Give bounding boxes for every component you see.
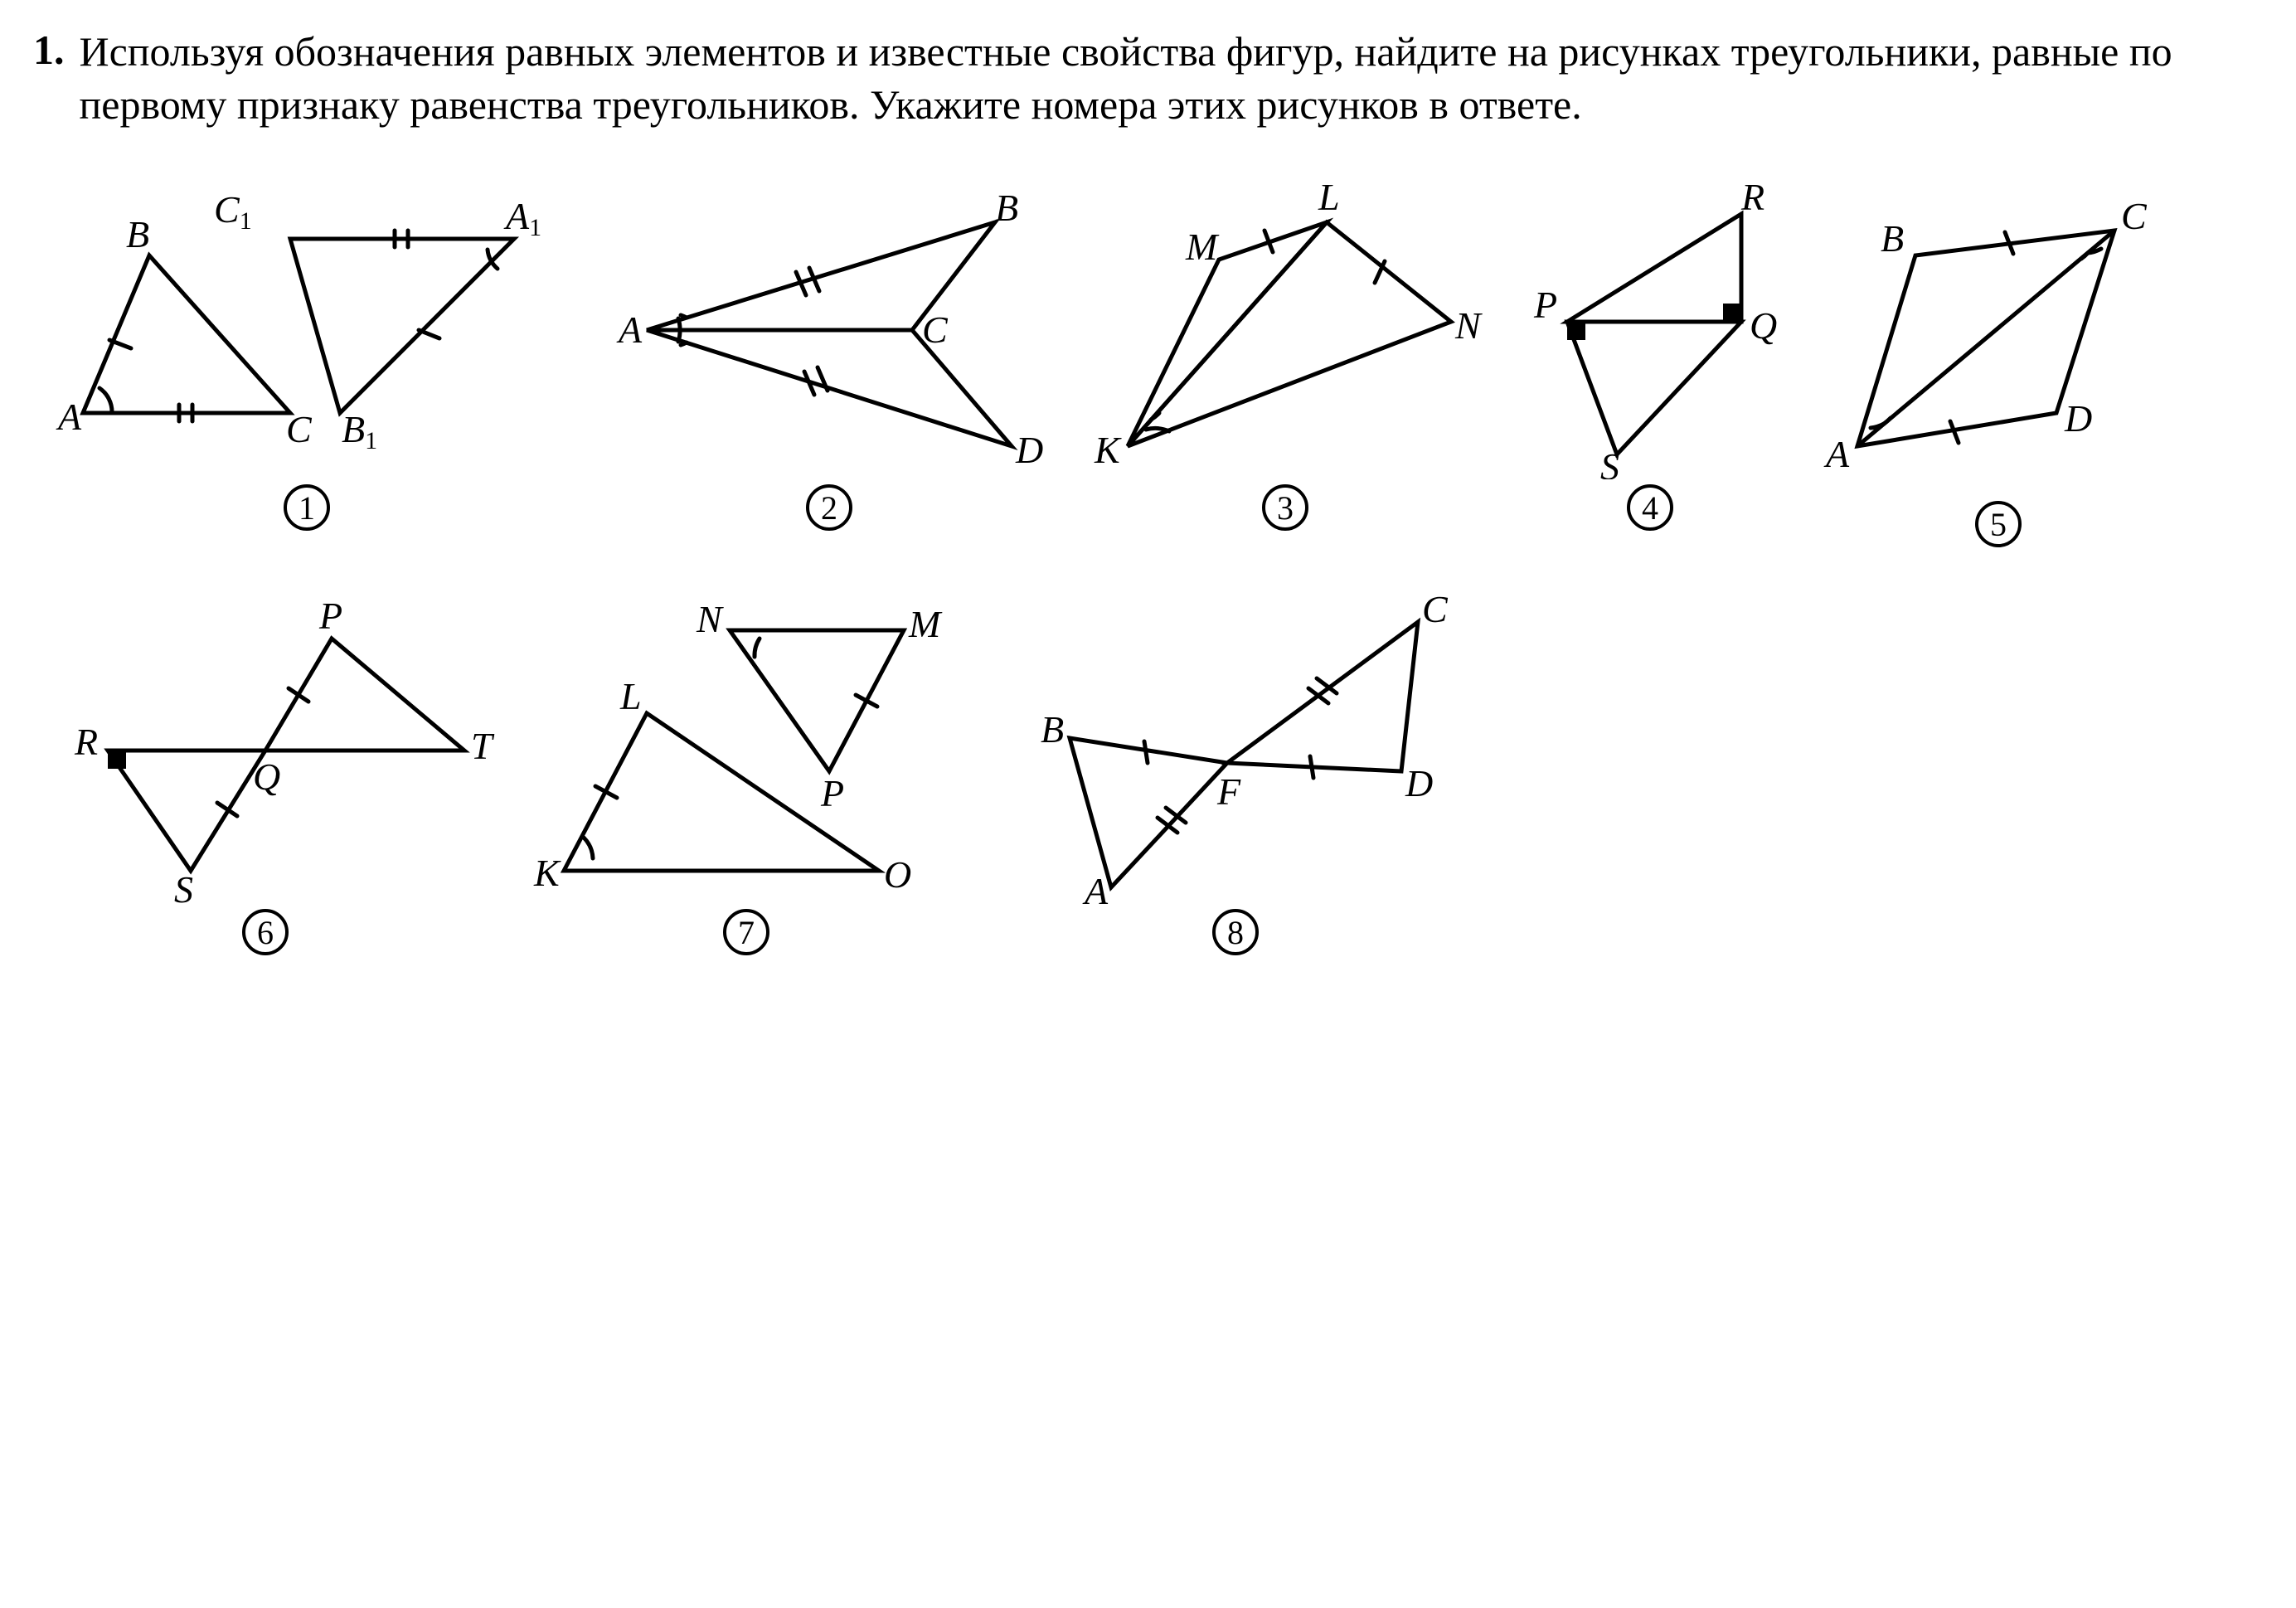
label-B1: B1 xyxy=(342,408,377,454)
figures-row: A B C C1 A1 B1 1 A B C xyxy=(33,164,2263,955)
label-D: D xyxy=(1015,429,1043,471)
label-C: C xyxy=(922,308,949,351)
label-Q: Q xyxy=(1750,304,1777,347)
label-L: L xyxy=(1318,176,1340,218)
figure-4: P Q R S 4 xyxy=(1509,164,1791,547)
label-M: M xyxy=(908,603,943,645)
label-N: N xyxy=(1454,304,1483,347)
figure-7-number: 7 xyxy=(723,909,769,955)
figure-8-svg: A B C D F xyxy=(995,572,1476,904)
label-C: C xyxy=(286,408,313,450)
problem-number: 1. xyxy=(33,25,65,75)
figure-4-number: 4 xyxy=(1627,484,1673,531)
label-S: S xyxy=(174,868,193,904)
figure-6: P Q R S T 6 xyxy=(33,572,498,955)
problem-text: Используя обозначения равных элементов и… xyxy=(80,25,2264,131)
label-A: A xyxy=(1082,870,1109,904)
label-P: P xyxy=(318,595,342,637)
label-R: R xyxy=(74,721,98,763)
label-N: N xyxy=(696,598,724,640)
label-S: S xyxy=(1600,445,1619,479)
label-B: B xyxy=(1881,217,1904,260)
label-F: F xyxy=(1216,770,1241,813)
figure-2-number: 2 xyxy=(806,484,852,531)
figure-7: K L M N O P 7 xyxy=(514,572,978,955)
figure-6-svg: P Q R S T xyxy=(33,572,498,904)
label-L: L xyxy=(619,675,642,717)
figure-8-number: 8 xyxy=(1212,909,1259,955)
label-C: C xyxy=(1422,588,1449,630)
figure-8: A B C D F 8 xyxy=(995,572,1476,955)
figure-4-svg: P Q R S xyxy=(1509,164,1791,479)
label-C1: C1 xyxy=(214,188,252,235)
figure-3: K L M N 3 xyxy=(1078,164,1493,547)
label-M: M xyxy=(1185,226,1220,268)
label-P: P xyxy=(1533,284,1557,326)
label-R: R xyxy=(1740,176,1764,218)
figure-5-number: 5 xyxy=(1975,501,2022,547)
label-D: D xyxy=(1405,762,1433,804)
figure-3-number: 3 xyxy=(1262,484,1308,531)
label-A1: A1 xyxy=(503,195,541,241)
figure-5-svg: A B C D xyxy=(1808,164,2189,496)
label-B: B xyxy=(995,187,1018,229)
label-Q: Q xyxy=(253,755,280,798)
figure-3-svg: K L M N xyxy=(1078,164,1493,479)
label-O: O xyxy=(884,853,911,896)
label-D: D xyxy=(2064,397,2092,440)
label-A: A xyxy=(56,396,82,438)
figure-2: A B C D 2 xyxy=(597,164,1061,547)
label-K: K xyxy=(1094,429,1122,471)
label-B: B xyxy=(1041,708,1064,751)
label-A: A xyxy=(1823,433,1850,475)
figure-2-svg: A B C D xyxy=(597,164,1061,479)
figure-1-svg: A B C C1 A1 B1 xyxy=(33,164,580,479)
label-P: P xyxy=(820,772,844,814)
figure-1-number: 1 xyxy=(284,484,330,531)
figure-6-number: 6 xyxy=(242,909,289,955)
label-A: A xyxy=(616,308,643,351)
label-T: T xyxy=(471,725,495,767)
problem-block: 1. Используя обозначения равных элементо… xyxy=(33,25,2263,131)
label-K: K xyxy=(533,852,561,894)
label-C: C xyxy=(2121,195,2148,237)
figure-7-svg: K L M N O P xyxy=(514,572,978,904)
figure-5: A B C D 5 xyxy=(1808,164,2189,547)
label-B: B xyxy=(126,213,149,255)
figure-1: A B C C1 A1 B1 1 xyxy=(33,164,580,547)
